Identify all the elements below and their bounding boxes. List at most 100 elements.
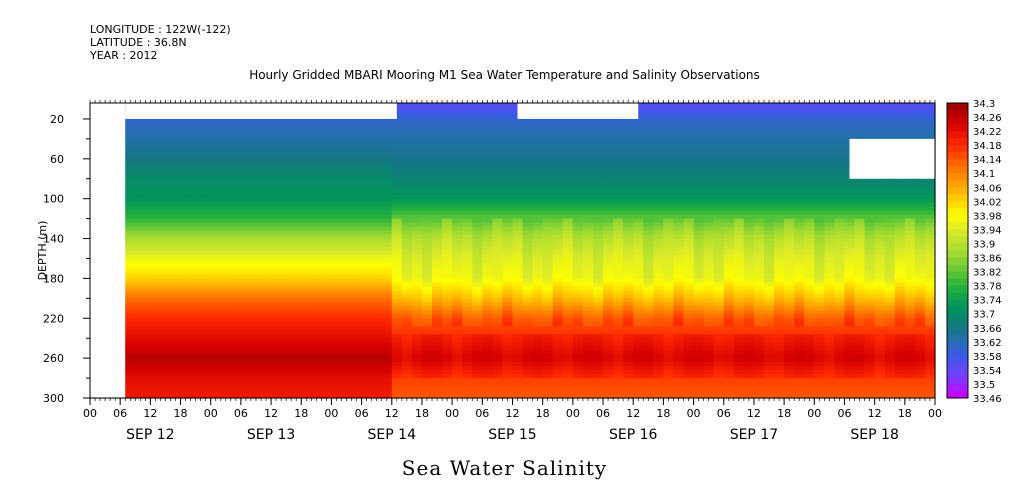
colorbar-swatch: [947, 173, 968, 181]
colorbar-swatch: [947, 180, 968, 188]
x-day-label: SEP 13: [247, 427, 295, 443]
x-tick-label: 06: [113, 407, 127, 420]
colorbar-swatch: [947, 201, 968, 209]
x-tick-label: 12: [143, 407, 157, 420]
colorbar-swatch: [947, 369, 968, 378]
missing-data-region: [849, 138, 935, 179]
colorbar-swatch: [947, 313, 968, 322]
latitude-label: LATITUDE : 36.8N: [90, 36, 187, 49]
x-tick-label: 06: [355, 407, 369, 420]
colorbar-label: 33.86: [973, 254, 1002, 265]
x-tick-label: 00: [566, 407, 580, 420]
colorbar-swatch: [947, 138, 968, 146]
longitude-label: LONGITUDE : 122W(-122): [90, 23, 231, 36]
x-tick-label: 06: [837, 407, 851, 420]
colorbar-swatch: [947, 145, 968, 153]
colorbar-swatch: [947, 159, 968, 167]
x-tick-label: 18: [415, 407, 429, 420]
missing-data-region: [90, 103, 126, 398]
colorbar-swatch: [947, 250, 968, 258]
colorbar-swatch: [947, 103, 968, 111]
colorbar-swatch: [947, 306, 968, 315]
y-tick-label: 300: [43, 392, 64, 405]
chart-title: Hourly Gridded MBARI Mooring M1 Sea Wate…: [249, 68, 760, 82]
x-tick-label: 12: [506, 407, 520, 420]
colorbar-swatch: [947, 152, 968, 160]
colorbar-swatch: [947, 327, 968, 336]
x-tick-label: 18: [777, 407, 791, 420]
colorbar-label: 34.06: [973, 183, 1002, 194]
x-day-label: SEP 12: [126, 427, 174, 443]
y-tick-label: 20: [50, 113, 64, 126]
x-tick-label: 12: [747, 407, 761, 420]
colorbar-swatch: [947, 292, 968, 301]
y-tick-label: 220: [43, 312, 64, 325]
x-tick-label: 06: [475, 407, 489, 420]
colorbar-swatch: [947, 187, 968, 195]
colorbar-swatch: [947, 194, 968, 202]
colorbar-label: 33.74: [973, 296, 1002, 307]
colorbar-swatch: [947, 285, 968, 294]
y-tick-label: 180: [43, 272, 64, 285]
colorbar-swatch: [947, 236, 968, 244]
x-tick-label: 12: [626, 407, 640, 420]
colorbar-label: 33.66: [973, 324, 1002, 335]
y-axis-label: DEPTH (m): [36, 221, 49, 281]
x-tick-label: 12: [385, 407, 399, 420]
y-tick-label: 140: [43, 233, 64, 246]
colorbar-label: 34.1: [973, 169, 995, 180]
colorbar-swatch: [947, 264, 968, 272]
colorbar-swatch: [947, 131, 968, 139]
x-tick-label: 00: [928, 407, 942, 420]
colorbar-swatch: [947, 341, 968, 350]
colorbar-label: 33.58: [973, 352, 1002, 363]
x-tick-label: 18: [174, 407, 188, 420]
colorbar-label: 33.9: [973, 239, 995, 250]
colorbar-label: 34.22: [973, 127, 1002, 138]
colorbar-swatch: [947, 299, 968, 308]
x-day-label: SEP 17: [730, 427, 778, 443]
y-tick-label: 260: [43, 352, 64, 365]
y-tick-label: 100: [43, 193, 64, 206]
colorbar-label: 34.18: [973, 141, 1002, 152]
x-tick-label: 18: [898, 407, 912, 420]
colorbar-swatch: [947, 362, 968, 371]
x-day-label: SEP 14: [368, 427, 417, 443]
colorbar-label: 34.02: [973, 197, 1002, 208]
colorbar-swatch: [947, 166, 968, 174]
x-tick-label: 00: [324, 407, 338, 420]
colorbar-swatch: [947, 110, 968, 118]
x-tick-label: 12: [868, 407, 882, 420]
colorbar-swatch: [947, 390, 968, 399]
colorbar-label: 33.7: [973, 310, 995, 321]
x-tick-label: 06: [596, 407, 610, 420]
colorbar-label: 33.62: [973, 338, 1002, 349]
y-tick-label: 60: [50, 153, 64, 166]
colorbar-swatch: [947, 215, 968, 223]
colorbar-swatch: [947, 355, 968, 364]
x-tick-label: 00: [687, 407, 701, 420]
colorbar-label: 34.3: [973, 99, 995, 110]
colorbar-label: 34.26: [973, 113, 1002, 124]
colorbar-swatch: [947, 320, 968, 329]
colorbar-swatch: [947, 334, 968, 343]
colorbar-label: 33.94: [973, 225, 1002, 236]
x-tick-label: 00: [807, 407, 821, 420]
colorbar-frame: [946, 102, 969, 399]
colorbar: 34.3 34.26 34.22 34.18 34.14 34.1 34.06 34.02 33…: [946, 99, 1002, 405]
footer-title: Sea Water Salinity: [401, 456, 608, 480]
colorbar-swatch: [947, 222, 968, 230]
missing-data-region: [517, 103, 639, 119]
colorbar-swatch: [947, 243, 968, 251]
colorbar-label: 34.14: [973, 155, 1002, 166]
missing-data-region: [125, 103, 397, 119]
colorbar-swatch: [947, 383, 968, 392]
x-day-label: SEP 18: [850, 427, 898, 443]
colorbar-label: 33.82: [973, 268, 1002, 279]
colorbar-swatch: [947, 348, 968, 357]
x-tick-label: 00: [445, 407, 459, 420]
colorbar-swatch: [947, 376, 968, 385]
colorbar-swatch: [947, 117, 968, 125]
year-label: YEAR : 2012: [90, 49, 158, 62]
